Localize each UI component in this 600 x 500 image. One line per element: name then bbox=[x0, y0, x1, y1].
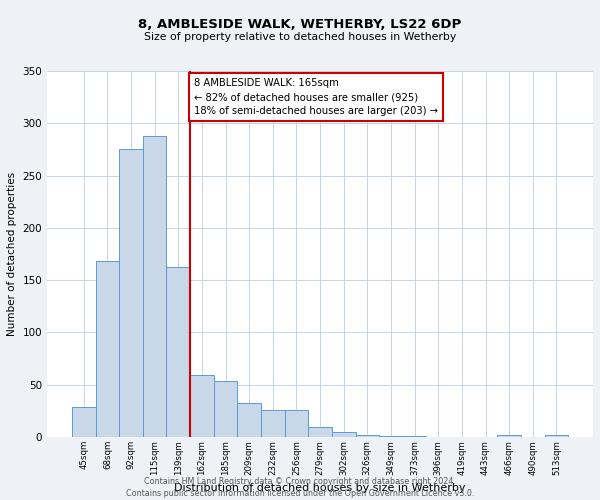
Bar bbox=[261, 410, 284, 437]
Y-axis label: Number of detached properties: Number of detached properties bbox=[7, 172, 17, 336]
Text: Size of property relative to detached houses in Wetherby: Size of property relative to detached ho… bbox=[144, 32, 456, 42]
Bar bbox=[190, 376, 214, 437]
Bar bbox=[72, 406, 95, 437]
Bar bbox=[95, 262, 119, 437]
Bar bbox=[332, 432, 356, 437]
Bar bbox=[166, 266, 190, 437]
Bar bbox=[308, 426, 332, 437]
Bar bbox=[545, 435, 568, 437]
Text: 8, AMBLESIDE WALK, WETHERBY, LS22 6DP: 8, AMBLESIDE WALK, WETHERBY, LS22 6DP bbox=[139, 18, 461, 30]
Bar bbox=[238, 402, 261, 437]
Text: Contains HM Land Registry data © Crown copyright and database right 2024.
Contai: Contains HM Land Registry data © Crown c… bbox=[126, 476, 474, 498]
Bar bbox=[403, 436, 427, 437]
Text: 8 AMBLESIDE WALK: 165sqm
← 82% of detached houses are smaller (925)
18% of semi-: 8 AMBLESIDE WALK: 165sqm ← 82% of detach… bbox=[194, 78, 437, 116]
X-axis label: Distribution of detached houses by size in Wetherby: Distribution of detached houses by size … bbox=[175, 483, 466, 493]
Bar bbox=[379, 436, 403, 437]
Bar bbox=[284, 410, 308, 437]
Bar bbox=[497, 435, 521, 437]
Bar bbox=[143, 136, 166, 437]
Bar bbox=[356, 435, 379, 437]
Bar bbox=[214, 380, 238, 437]
Bar bbox=[119, 150, 143, 437]
